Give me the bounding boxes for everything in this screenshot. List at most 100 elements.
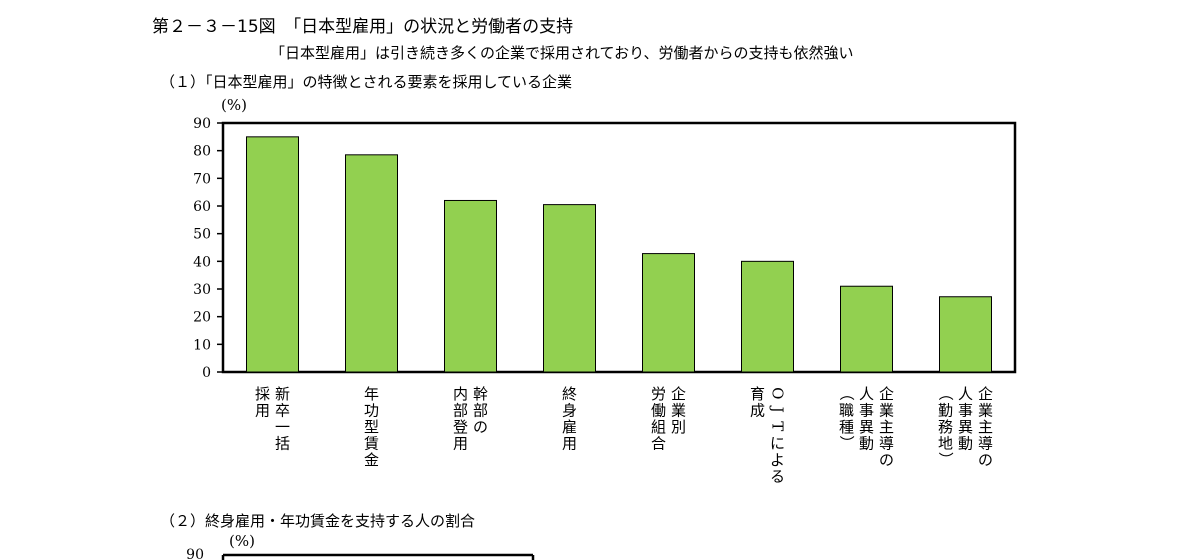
x-tick-char: 功 <box>364 401 379 419</box>
x-tick-char: 採 <box>255 385 270 403</box>
x-tick-char: 金 <box>364 451 379 469</box>
x-tick-char: 幹 <box>473 385 488 403</box>
y-tick-label: 50 <box>193 227 211 243</box>
x-tick-char: 異 <box>958 418 973 436</box>
x-tick-char: 部 <box>473 401 488 419</box>
bar <box>543 204 596 373</box>
plot-frame <box>221 121 1017 374</box>
x-tick-char: 動 <box>958 434 973 452</box>
x-tick-char: 組 <box>651 418 666 436</box>
x-tick-char: J <box>769 405 787 413</box>
y-tick-label: 80 <box>193 144 211 160</box>
y-tick-label: 70 <box>193 171 211 187</box>
x-tick-char: 企 <box>978 385 993 403</box>
x-tick-char: の <box>473 418 488 436</box>
x-tick-char: 職 <box>839 401 854 419</box>
x-tick-char: 労 <box>651 385 666 403</box>
figure-title: 第２－３－15図 「日本型雇用」の状況と労働者の支持 <box>152 17 574 37</box>
x-tick-char: る <box>770 467 785 485</box>
x-tick-char: 導 <box>978 434 993 452</box>
y-tick-label: 20 <box>193 310 211 326</box>
x-tick-char: ） <box>937 452 955 467</box>
y-tick-label: 90 <box>193 116 211 132</box>
x-tick-char: 事 <box>859 401 874 419</box>
x-tick-char: の <box>978 451 993 469</box>
bar <box>642 253 695 373</box>
x-tick-char: 務 <box>938 418 953 436</box>
x-tick-char: 年 <box>364 385 379 403</box>
x-tick-char: 内 <box>453 385 468 403</box>
figure-subtitle: 「日本型雇用」は引き続き多くの企業で採用されており、労働者からの支持も依然強い <box>270 44 854 62</box>
x-tick-char: 合 <box>651 434 666 452</box>
bar <box>246 136 299 373</box>
x-tick-char: 業 <box>671 401 686 419</box>
chart2-title: （２）終身雇用・年功賃金を支持する人の割合 <box>160 512 476 530</box>
x-tick-char: 型 <box>364 418 379 436</box>
x-tick-char: 用 <box>255 401 270 419</box>
chart1: 0102030405060708090(%)新卒一括採用年功型賃金幹部の内部登用… <box>193 96 1017 486</box>
bar <box>444 199 497 373</box>
y-tick-label: 30 <box>193 282 211 298</box>
y-tick-label: 90 <box>186 547 204 560</box>
chart1-title: （１）「日本型雇用」の特徴とされる要素を採用している企業 <box>160 73 573 91</box>
x-tick-char: 働 <box>651 401 666 419</box>
x-tick-char: よ <box>770 451 785 469</box>
x-tick-char: 地 <box>938 434 953 452</box>
x-tick-char: 種 <box>839 418 854 436</box>
y-tick-label: 0 <box>202 365 211 381</box>
x-tick-char: 別 <box>671 418 686 436</box>
x-tick-char: 事 <box>958 401 973 419</box>
y-tick-label: 60 <box>193 199 211 215</box>
x-tick-char: 企 <box>879 385 894 403</box>
x-tick-char: T <box>769 421 787 431</box>
x-tick-char: 登 <box>453 418 468 436</box>
x-tick-char: 勤 <box>938 401 953 419</box>
x-tick-char: 卒 <box>275 401 290 419</box>
y-tick-label: 40 <box>193 254 211 270</box>
x-tick-char: 動 <box>859 434 874 452</box>
x-tick-char: 成 <box>750 401 765 419</box>
x-tick-char: 賃 <box>364 434 379 452</box>
x-tick-char: の <box>879 451 894 469</box>
chart2: (%) 90 <box>186 532 535 560</box>
x-tick-char: 人 <box>958 385 973 403</box>
x-tick-char: に <box>770 434 785 452</box>
bar <box>741 260 794 373</box>
x-tick-char: 雇 <box>562 418 577 436</box>
x-tick-char: 用 <box>453 434 468 452</box>
x-tick-char: 身 <box>562 401 577 419</box>
x-tick-char: 業 <box>879 401 894 419</box>
x-tick-label: 終身雇用 <box>562 385 577 453</box>
x-tick-char: 育 <box>750 385 765 403</box>
bar <box>939 296 992 373</box>
x-tick-char: 業 <box>978 401 993 419</box>
x-tick-char: 部 <box>453 401 468 419</box>
y-axis-unit: (%) <box>221 96 247 114</box>
x-tick-char: （ <box>838 386 856 401</box>
bar <box>840 285 893 373</box>
x-tick-char: O <box>769 387 787 399</box>
x-tick-char: 異 <box>859 418 874 436</box>
bar <box>345 154 398 373</box>
y-tick-label: 10 <box>193 337 211 353</box>
y-axis-unit: (%) <box>229 532 255 550</box>
x-tick-char: 用 <box>562 434 577 452</box>
x-tick-char: 括 <box>275 434 290 452</box>
x-tick-char: 終 <box>562 385 577 403</box>
x-tick-char: 新 <box>275 385 290 403</box>
x-tick-char: 主 <box>879 418 894 436</box>
x-tick-char: ） <box>838 435 856 450</box>
x-tick-char: 導 <box>879 434 894 452</box>
x-tick-char: 企 <box>671 385 686 403</box>
x-tick-char: （ <box>937 386 955 401</box>
x-tick-char: 人 <box>859 385 874 403</box>
x-tick-char: 主 <box>978 418 993 436</box>
